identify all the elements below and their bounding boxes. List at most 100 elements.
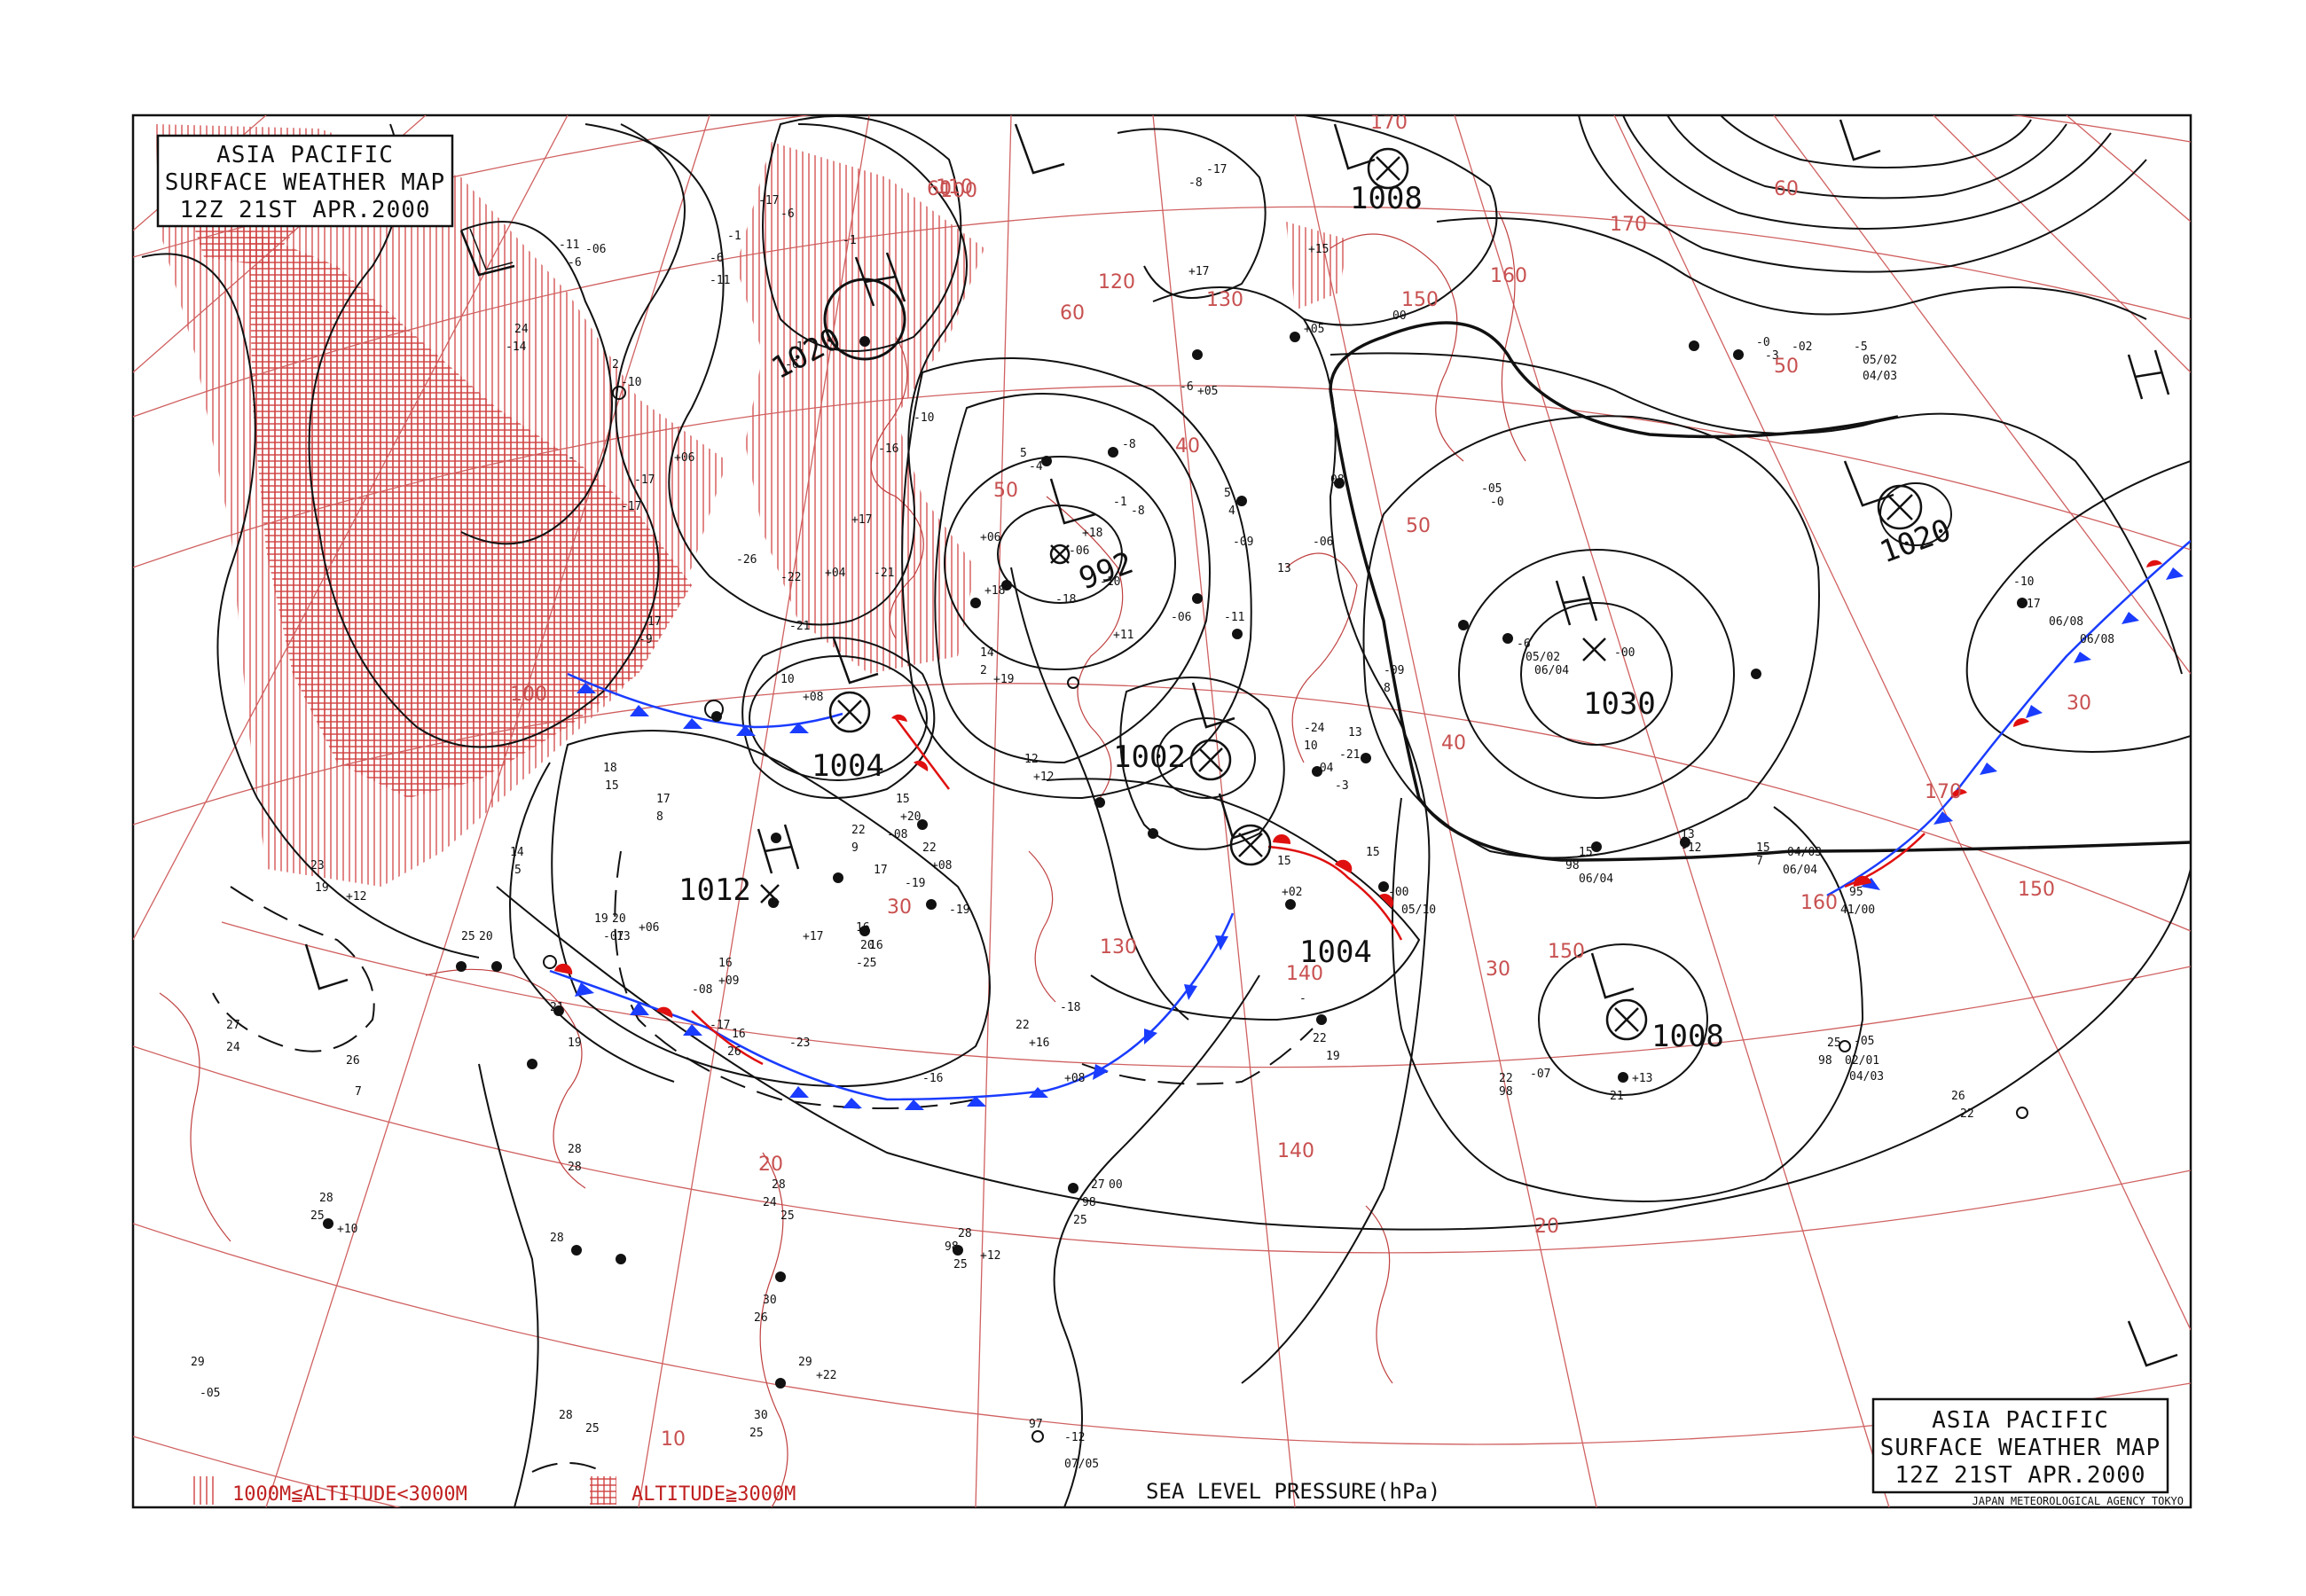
title-line1: ASIA PACIFIC [1932, 1407, 2109, 1434]
svg-text:-9: -9 [639, 633, 653, 646]
svg-text:-07: -07 [1530, 1068, 1550, 1081]
svg-text:-25: -25 [856, 957, 876, 970]
svg-text:-1: -1 [1113, 496, 1127, 509]
svg-text:-6: -6 [1180, 380, 1194, 394]
svg-text:26: 26 [346, 1054, 360, 1068]
svg-text:98: 98 [945, 1240, 959, 1254]
svg-text:28: 28 [772, 1178, 786, 1192]
svg-text:160: 160 [1800, 892, 1838, 914]
svg-text:20: 20 [758, 1154, 783, 1176]
svg-text:-26: -26 [736, 553, 757, 567]
svg-text:24: 24 [763, 1196, 777, 1209]
isobar-label: 1004 [1299, 935, 1372, 970]
svg-text:110: 110 [936, 176, 973, 199]
svg-text:5: 5 [514, 864, 522, 877]
svg-text:-14: -14 [506, 340, 527, 354]
svg-text:-3: -3 [1335, 779, 1349, 793]
svg-text:-3: -3 [1765, 349, 1779, 363]
svg-text:17: 17 [656, 793, 671, 806]
svg-text:+11: +11 [1113, 629, 1133, 642]
svg-text:8: 8 [1384, 682, 1391, 695]
svg-text:95: 95 [1849, 886, 1863, 899]
svg-text:05/02: 05/02 [1526, 651, 1560, 664]
svg-text:-06: -06 [1171, 611, 1191, 624]
svg-text:13: 13 [1348, 726, 1362, 739]
svg-text:06/08: 06/08 [2080, 633, 2114, 646]
svg-text:5: 5 [1020, 447, 1027, 460]
svg-text:-08: -08 [692, 983, 712, 997]
svg-text:22: 22 [1313, 1032, 1327, 1045]
svg-text:08: 08 [1330, 473, 1345, 487]
svg-text:10: 10 [1304, 739, 1318, 753]
warm-front-japan [1267, 833, 1403, 941]
svg-text:06/04: 06/04 [1579, 872, 1613, 886]
svg-text:-18: -18 [1060, 1001, 1080, 1014]
svg-text:-10: -10 [1100, 575, 1120, 589]
svg-text:15: 15 [896, 793, 910, 806]
svg-text:20: 20 [860, 939, 875, 952]
svg-text:22: 22 [1016, 1019, 1030, 1032]
low-letter [1843, 460, 1894, 507]
high-letter [854, 252, 906, 307]
svg-text:170: 170 [1370, 112, 1408, 134]
svg-text:21: 21 [550, 1001, 564, 1014]
svg-text:98: 98 [1565, 859, 1580, 872]
svg-text:05/10: 05/10 [1401, 904, 1436, 917]
svg-text:19: 19 [568, 1037, 582, 1050]
svg-text:-10: -10 [914, 411, 934, 425]
svg-text:2: 2 [980, 664, 987, 677]
low-letter [1218, 793, 1260, 840]
agency-credit: JAPAN METEOROLOGICAL AGENCY TOKYO [1973, 1495, 2184, 1507]
svg-text:-1: -1 [789, 340, 804, 354]
svg-text:15: 15 [1366, 846, 1380, 859]
cold-front-west [567, 672, 843, 736]
svg-text:19: 19 [315, 881, 329, 895]
title-line3: 12Z 21ST APR.2000 [1894, 1462, 2145, 1489]
svg-text:+17: +17 [1188, 265, 1209, 278]
svg-text:+08: +08 [931, 859, 952, 872]
station-plots [323, 332, 2028, 1443]
svg-text:140: 140 [1277, 1140, 1314, 1162]
svg-text:+13: +13 [1632, 1072, 1652, 1085]
svg-text:29: 29 [798, 1356, 812, 1369]
svg-text:24: 24 [514, 323, 529, 336]
svg-text:26: 26 [727, 1045, 741, 1059]
svg-text:25: 25 [953, 1258, 968, 1271]
svg-text:-1: -1 [843, 234, 857, 247]
svg-text:+22: +22 [816, 1369, 836, 1382]
svg-text:28: 28 [568, 1143, 582, 1156]
lat-lon-grid [133, 115, 2191, 1507]
low-letter [1049, 478, 1096, 525]
center-value: 1002 [1113, 739, 1186, 775]
svg-text:28: 28 [559, 1409, 573, 1422]
svg-text:-21: -21 [1339, 748, 1360, 762]
svg-text:97: 97 [1029, 1418, 1043, 1431]
svg-text:-04: -04 [1313, 762, 1334, 775]
pressure-letters [304, 119, 2178, 1367]
svg-text:04/03: 04/03 [1863, 370, 1897, 383]
svg-text:-09: -09 [1384, 664, 1404, 677]
svg-text:7: 7 [355, 1085, 362, 1099]
svg-text:30: 30 [2067, 692, 2091, 715]
svg-text:-6: -6 [1517, 638, 1531, 651]
low-letter [1333, 123, 1376, 170]
svg-text:-24: -24 [1304, 722, 1325, 735]
svg-text:150: 150 [2018, 879, 2055, 901]
svg-text:+18: +18 [984, 584, 1005, 598]
isobars [141, 115, 2191, 1507]
svg-text:+06: +06 [674, 451, 694, 465]
svg-text:+19: +19 [993, 673, 1014, 686]
svg-text:-8: -8 [1131, 505, 1145, 518]
svg-text:28: 28 [958, 1227, 972, 1240]
svg-text:+18: +18 [1082, 527, 1102, 540]
svg-text:+15: +15 [1308, 243, 1329, 256]
svg-text:170: 170 [1610, 214, 1647, 236]
svg-text:25: 25 [749, 1427, 764, 1440]
svg-text:60: 60 [1060, 302, 1085, 325]
legend: 1000M≦ALTITUDE<3000M ALTITUDE≧3000M SEA … [191, 1476, 1440, 1506]
svg-text:30: 30 [754, 1409, 768, 1422]
svg-text:-: - [1299, 992, 1306, 1005]
title-line1: ASIA PACIFIC [216, 142, 394, 168]
svg-text:22: 22 [1499, 1072, 1513, 1085]
